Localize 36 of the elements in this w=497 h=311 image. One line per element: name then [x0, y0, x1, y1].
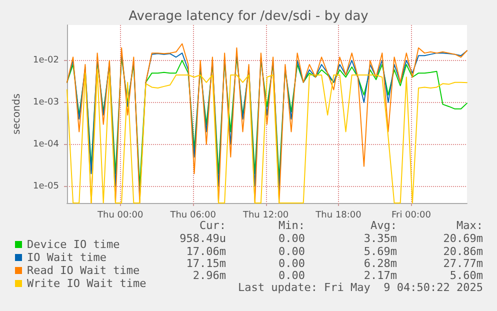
text: 3.35m — [364, 232, 398, 245]
text: 20.69m — [443, 232, 484, 245]
x-tick-label: Thu 06:00 — [169, 210, 216, 220]
text: 17.15m — [186, 257, 226, 270]
x-tick-label: Thu 12:00 — [242, 210, 289, 220]
legend-label: Read IO Wait time — [27, 264, 140, 277]
x-tick-label: Thu 18:00 — [314, 210, 362, 220]
x-tick-label: Thu 00:00 — [96, 210, 144, 220]
text: 0.00 — [278, 245, 306, 258]
text: 0.00 — [278, 257, 306, 270]
y-tick-label: 1e-05 — [33, 181, 59, 192]
text: 958.49u — [180, 232, 226, 245]
text: Cur: — [200, 219, 226, 232]
text: 5.60m — [450, 269, 484, 282]
legend-label: IO Wait time — [27, 251, 106, 264]
text: 17.06m — [186, 245, 226, 258]
legend-label: Device IO time — [27, 238, 120, 251]
text: 5.69m — [364, 245, 398, 258]
y-tick-label: 1e-02 — [33, 55, 59, 66]
y-axis-title: seconds — [12, 94, 23, 134]
text: 0.00 — [278, 269, 306, 282]
x-tick-label: Fri 00:00 — [391, 210, 432, 220]
y-tick-label: 1e-04 — [33, 139, 60, 150]
text: 20.86m — [443, 245, 484, 258]
y-tick-label: 1e-03 — [33, 97, 59, 108]
text: 27.77m — [443, 257, 484, 270]
text: Last update: Fri May 9 04:50:22 2025 — [238, 281, 484, 294]
text: 2.17m — [364, 269, 398, 282]
text: Min: — [278, 219, 306, 232]
legend-label: Write IO Wait time — [27, 277, 146, 290]
text: 6.28m — [364, 257, 398, 270]
chart-title: Average latency for /dev/sdi - by day — [128, 9, 369, 24]
text: Max: — [456, 219, 484, 232]
text: 0.00 — [278, 232, 306, 245]
text: 2.96m — [192, 269, 226, 282]
text: Avg: — [370, 219, 398, 232]
